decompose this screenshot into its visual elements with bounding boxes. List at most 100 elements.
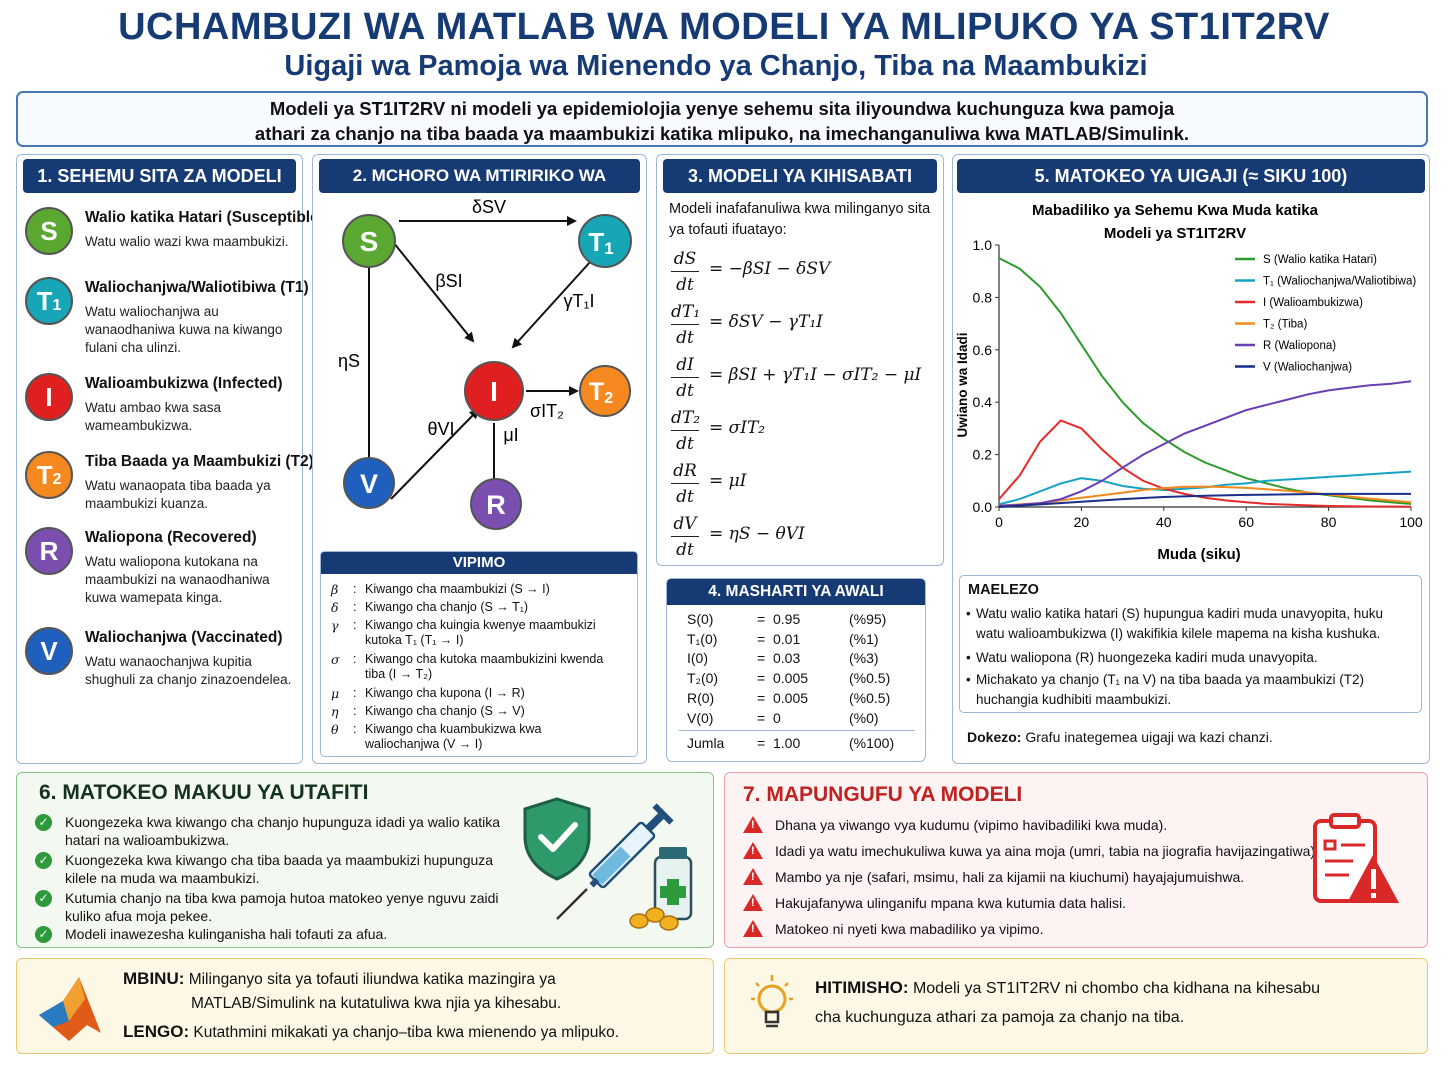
initial-percent: (%95) — [849, 611, 887, 627]
chart-series-line — [998, 419, 1412, 508]
limitations-panel: 7. MAPUNGUFU YA MODELI ! Dhana ya viwango… — [724, 772, 1428, 948]
initial-row: S(0) = 0.95 (%95) — [687, 610, 907, 629]
compartment-desc: Watu waliopona kutokana na maambukizi na… — [85, 554, 270, 605]
equation-derivative: dI dt — [671, 353, 699, 402]
legend-label: T₁ (Waliochanjwa/Waliotibiwa) — [1263, 276, 1416, 288]
initial-value: 0.03 — [773, 650, 801, 667]
chart-x-label: Muda (siku) — [1157, 546, 1240, 563]
initial-percent: (%0.5) — [849, 670, 891, 687]
goal-text: Kutathmini mikakati ya chanjo–tiba kwa m… — [193, 1024, 620, 1041]
compartment-subscript: 2 — [52, 471, 62, 488]
initial-total-name: Jumla — [687, 735, 725, 751]
initial-row: V(0) = 0 (%0) — [687, 709, 907, 728]
flow-heading: 2. MCHORO WA MTIRIRIKO WA MODELI — [319, 159, 640, 219]
limitation-text: Hakujafanywa ulinganifu mpana kwa kutumi… — [775, 895, 1126, 911]
params-heading: VIPIMO — [321, 552, 637, 574]
initial-divider — [679, 730, 915, 731]
conclusion-line-1: Modeli ya ST1IT2RV ni chombo cha kidhana… — [912, 980, 1321, 997]
label-s-t1: δSV — [472, 197, 506, 217]
explanation-item: • Watu walio katika hatari (S) hupungua k… — [966, 604, 1406, 644]
equation-derivative: dT₂ dt — [671, 406, 700, 455]
limitation-text: Mambo ya nje (safari, msimu, hali za kij… — [775, 869, 1245, 885]
param-symbol: β — [331, 582, 339, 597]
initial-total-value: 1.00 — [773, 735, 801, 751]
param-colon: : — [353, 600, 357, 614]
param-symbol: δ — [331, 600, 339, 615]
warning-icon: ! — [743, 868, 763, 885]
param-colon: : — [353, 704, 357, 718]
explanation-box: MAELEZO • Watu walio katika hatari (S) hu… — [959, 575, 1422, 713]
chart-y-tick-label: 0.0 — [973, 499, 993, 515]
initial-row: I(0) = 0.03 (%3) — [687, 649, 907, 668]
initial-total-row: Jumla = 1.00 (%100) — [687, 734, 907, 753]
shield-check-icon — [523, 797, 591, 881]
node-r: R — [470, 478, 522, 530]
results-note: Dokezo: Grafu inategemea uigaji wa kazi … — [967, 729, 1273, 745]
pills-icon — [629, 907, 679, 931]
equation-derivative: dR dt — [671, 459, 699, 508]
method-line-1: Milinganyo sita ya tofauti iliundwa kati… — [188, 971, 556, 988]
chart-series — [998, 257, 1412, 508]
limitations-heading: 7. MAPUNGUFU YA MODELI — [743, 783, 1023, 806]
equation-denominator: dt — [676, 328, 694, 348]
equation-derivative: dT₁ dt — [671, 300, 700, 349]
chart-y-tick-label: 1.0 — [973, 237, 993, 253]
initial-name: I(0) — [687, 650, 708, 667]
initial-eq: = — [757, 709, 766, 726]
legend-label: T₂ (Tiba) — [1263, 319, 1307, 331]
page-subtitle: Uigaji wa Pamoja wa Mienendo ya Chanjo, … — [284, 50, 1148, 82]
param-colon: : — [353, 652, 357, 666]
edge-t1-i — [511, 260, 592, 349]
chart-series-line — [998, 257, 1412, 505]
check-icon: ✓ — [35, 890, 52, 907]
initial-percent: (%0.5) — [849, 689, 891, 706]
compartments-heading: 1. SEHEMU SITA ZA MODELI — [23, 159, 296, 193]
compartment-title: Waliochanjwa/Waliotibiwa (T1) — [85, 279, 309, 296]
equation-denominator: dt — [676, 540, 694, 560]
param-text: Kiwango cha maambukizi (S → I) — [365, 582, 550, 596]
compartment-badge: T2 — [25, 451, 73, 499]
node-s: S — [342, 214, 396, 268]
compartment-desc: Watu wanaochanjwa kupitia shughuli za ch… — [85, 654, 292, 687]
findings-panel: 6. MATOKEO MAKUU YA UTAFITI ✓ Kuongezeka … — [16, 772, 714, 948]
chart-y-tick-label: 0.2 — [973, 447, 993, 463]
initial-row: T₂(0) = 0.005 (%0.5) — [687, 669, 907, 688]
compartment-badge: V — [25, 627, 73, 675]
method-panel: MBINU: Milinganyo sita ya tofauti iliund… — [16, 958, 714, 1054]
results-note-label: Dokezo: — [967, 729, 1022, 745]
initial-total-eq: = — [757, 735, 766, 751]
finding-text: Kutumia chanjo na tiba kwa pamoja hutoa … — [65, 890, 499, 924]
compartment-desc: Watu walio wazi kwa maambukizi. — [85, 234, 289, 249]
legend-label: I (Walioambukizwa) — [1263, 297, 1363, 309]
limitation-text: Dhana ya viwango vya kudumu (vipimo havi… — [775, 817, 1168, 833]
chart-x-tick-label: 20 — [1074, 514, 1090, 530]
node-t2: T2 — [579, 365, 631, 417]
chart-series-line — [998, 485, 1412, 507]
initial-value: 0.005 — [773, 670, 809, 687]
chart-y-tick-label: 0.8 — [973, 289, 993, 305]
compartment-letter: V — [40, 636, 58, 666]
compartment-title: Waliochanjwa (Vaccinated) — [85, 629, 283, 646]
initial-name: T₂(0) — [687, 670, 719, 687]
explanation-text: Watu waliopona (R) huongezeka kadiri mud… — [976, 650, 1318, 665]
legend-label: R (Waliopona) — [1263, 340, 1336, 352]
param-colon: : — [353, 582, 357, 596]
limitation-text: Idadi ya watu imechukuliwa kuwa ya aina … — [775, 843, 1319, 859]
chart-x-tick-label: 60 — [1238, 514, 1254, 530]
chart-y-label: Uwiano wa Idadi — [955, 332, 970, 437]
initial-value: 0.01 — [773, 630, 801, 647]
compartment-letter: R — [39, 536, 59, 566]
chart-y-tick-label: 0.6 — [973, 342, 993, 358]
chart-series-line — [998, 380, 1412, 507]
equation-denominator: dt — [676, 434, 694, 454]
limitation-text: Matokeo ni nyeti kwa mabadiliko ya vipim… — [775, 921, 1044, 937]
compartment-title: Walioambukizwa (Infected) — [85, 375, 283, 392]
label-s-v: ηS — [338, 351, 360, 371]
bullet-dot: • — [966, 606, 971, 621]
initial-value: 0.005 — [773, 689, 809, 706]
chart-x-tick-label: 80 — [1321, 514, 1337, 530]
initial-value: 0.95 — [773, 611, 801, 627]
equation: dT₂ dt = σIT₂ — [671, 406, 936, 456]
intro-line-1: Modeli ya ST1IT2RV ni modeli ya epidemio… — [269, 98, 1175, 119]
initial-eq: = — [757, 630, 766, 647]
